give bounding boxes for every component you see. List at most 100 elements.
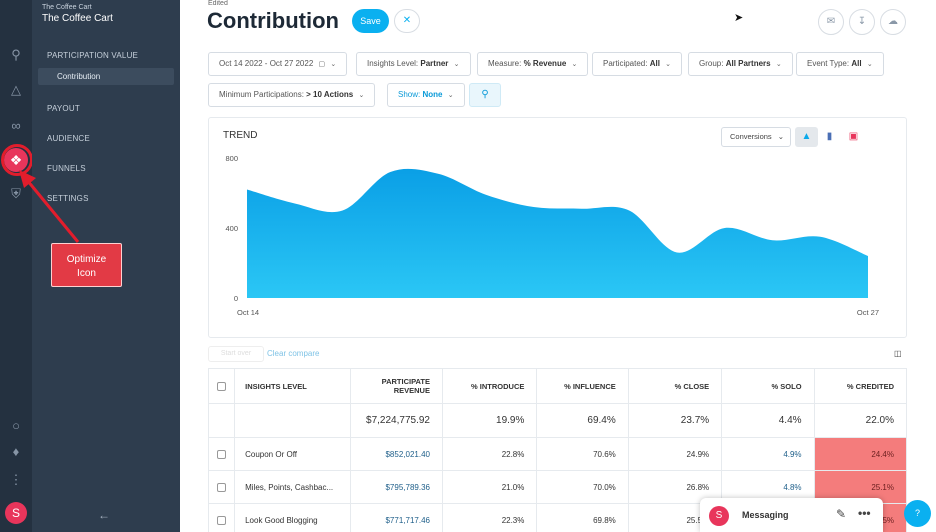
- data-point[interactable]: [818, 235, 822, 239]
- col-influence[interactable]: % INFLUENCE: [536, 368, 629, 404]
- min-participations-filter[interactable]: Minimum Participations: > 10 Actions ⌄: [208, 83, 376, 107]
- help-button[interactable]: ?: [904, 500, 931, 527]
- collapse-arrow-icon[interactable]: ←: [98, 508, 110, 522]
- total-cell: $7,224,775.92: [349, 403, 443, 438]
- heatmap-icon[interactable]: ▣: [848, 131, 859, 142]
- event-type-filter[interactable]: Event Type: All ⌄: [796, 52, 884, 76]
- metric-select[interactable]: Conversions ⌄: [721, 127, 791, 147]
- row-revenue-link[interactable]: $852,021.40: [349, 437, 443, 471]
- save-button[interactable]: Save: [352, 9, 389, 33]
- nav-payout[interactable]: PAYOUT: [47, 104, 80, 113]
- search-icon: ⚲: [481, 89, 489, 100]
- highlight-ring: [1, 144, 33, 176]
- select-all-checkbox[interactable]: [207, 368, 236, 404]
- participated-value: All: [649, 59, 660, 68]
- clear-compare-link[interactable]: Clear compare: [267, 349, 320, 358]
- network-icon[interactable]: △: [11, 82, 21, 97]
- data-point[interactable]: [245, 188, 249, 192]
- data-point[interactable]: [675, 251, 679, 255]
- lock-icon: ▢: [318, 61, 326, 68]
- col-credited[interactable]: % CREDITED: [813, 368, 908, 404]
- messaging-avatar: S: [709, 506, 729, 526]
- date-range-filter[interactable]: Oct 14 2022 - Oct 27 2022 ▢ ⌄: [208, 52, 348, 76]
- user-avatar[interactable]: S: [5, 502, 27, 524]
- row-insights-level: Coupon Or Off: [234, 437, 351, 471]
- col-solo[interactable]: % SOLO: [721, 368, 815, 404]
- org-label: The Coffee Cart: [42, 4, 92, 11]
- nav-participation-value[interactable]: PARTICIPATION VALUE: [47, 51, 139, 60]
- participated-filter[interactable]: Participated: All ⌄: [592, 52, 683, 76]
- data-point[interactable]: [532, 205, 536, 209]
- data-point[interactable]: [770, 238, 774, 242]
- messaging-label[interactable]: Messaging: [742, 510, 789, 520]
- row-revenue-link[interactable]: $795,789.36: [349, 470, 443, 504]
- col-insights-level[interactable]: INSIGHTS LEVEL: [234, 368, 351, 404]
- measure-filter[interactable]: Measure: % Revenue ⌄: [477, 52, 589, 76]
- row-checkbox[interactable]: [207, 503, 236, 532]
- show-label: Show:: [398, 90, 421, 99]
- more-horizontal-icon[interactable]: •••: [858, 506, 871, 520]
- messaging-widget[interactable]: S Messaging ✎ •••: [700, 498, 883, 532]
- data-point[interactable]: [866, 254, 870, 258]
- col-close[interactable]: % CLOSE: [627, 368, 723, 404]
- shield-icon[interactable]: ⛨: [11, 186, 21, 201]
- trend-title: TREND: [223, 130, 258, 141]
- row-revenue-link[interactable]: $771,717.46: [349, 503, 443, 532]
- data-point[interactable]: [436, 172, 440, 176]
- group-filter[interactable]: Group: All Partners ⌄: [688, 52, 793, 76]
- row-introduce: 21.0%: [441, 470, 538, 504]
- download-icon[interactable]: ↧: [849, 9, 875, 35]
- total-cell: 4.4%: [721, 403, 815, 438]
- row-introduce: 22.3%: [441, 503, 538, 532]
- table-row[interactable]: Coupon Or Off $852,021.40 22.8% 70.6% 24…: [207, 437, 908, 471]
- data-point[interactable]: [723, 226, 727, 230]
- compose-icon[interactable]: ✎: [836, 507, 847, 521]
- row-checkbox[interactable]: [207, 437, 236, 471]
- col-participate-revenue[interactable]: PARTICIPATE REVENUE: [349, 368, 443, 404]
- nav-audience[interactable]: AUDIENCE: [47, 134, 90, 143]
- insights-level-value: Partner: [420, 59, 449, 68]
- main-content: Edited Contribution Save ✕ ➤ ✉ ↧ ☁ Oct 1…: [180, 0, 936, 532]
- insights-level-filter[interactable]: Insights Level: Partner ⌄: [356, 52, 471, 76]
- chevron-down-icon: ⌄: [447, 92, 454, 99]
- cloud-download-icon[interactable]: ☁: [880, 9, 906, 35]
- row-checkbox[interactable]: [207, 470, 236, 504]
- chevron-down-icon: ⌄: [866, 61, 873, 68]
- data-point[interactable]: [293, 202, 297, 206]
- callout-line1: Optimize: [66, 254, 107, 265]
- search-icon[interactable]: ⚲: [11, 47, 21, 62]
- series-area-conversions: [247, 168, 868, 298]
- show-value: None: [422, 90, 443, 99]
- start-over-button[interactable]: Start over: [208, 346, 264, 362]
- org-name[interactable]: The Coffee Cart: [42, 13, 113, 24]
- search-button[interactable]: ⚲: [469, 83, 501, 107]
- chevron-down-icon: ⌄: [358, 92, 365, 99]
- insights-level-label: Insights Level:: [367, 59, 419, 68]
- bell-icon[interactable]: ♦: [12, 444, 20, 459]
- event-type-label: Event Type:: [807, 59, 850, 68]
- row-solo: 4.9%: [721, 437, 815, 471]
- nav-funnels[interactable]: FUNNELS: [47, 164, 86, 173]
- more-vertical-icon[interactable]: ⋮: [9, 472, 23, 487]
- infinity-icon[interactable]: ∞: [11, 118, 21, 133]
- data-point[interactable]: [484, 193, 488, 197]
- group-value: All Partners: [725, 59, 771, 68]
- data-point[interactable]: [627, 209, 631, 213]
- bar-chart-icon[interactable]: ▮: [826, 131, 833, 142]
- chat-icon[interactable]: ○: [12, 418, 20, 433]
- data-point[interactable]: [388, 170, 392, 174]
- show-filter[interactable]: Show: None ⌄: [387, 83, 465, 107]
- columns-icon[interactable]: ◫: [894, 349, 902, 358]
- data-point[interactable]: [579, 207, 583, 211]
- data-point[interactable]: [341, 209, 345, 213]
- nav-settings[interactable]: SETTINGS: [47, 194, 89, 203]
- discard-button[interactable]: ✕: [394, 9, 420, 33]
- nav-item-contribution[interactable]: Contribution: [38, 68, 174, 85]
- row-credited: 24.4%: [813, 437, 908, 471]
- col-introduce[interactable]: % INTRODUCE: [441, 368, 538, 404]
- contribution-table: INSIGHTS LEVEL PARTICIPATE REVENUE % INT…: [207, 368, 908, 532]
- row-introduce: 22.8%: [441, 437, 538, 471]
- min-participations-value: > 10 Actions: [306, 90, 354, 99]
- area-chart-icon[interactable]: ▲: [795, 127, 818, 147]
- email-icon[interactable]: ✉: [818, 9, 844, 35]
